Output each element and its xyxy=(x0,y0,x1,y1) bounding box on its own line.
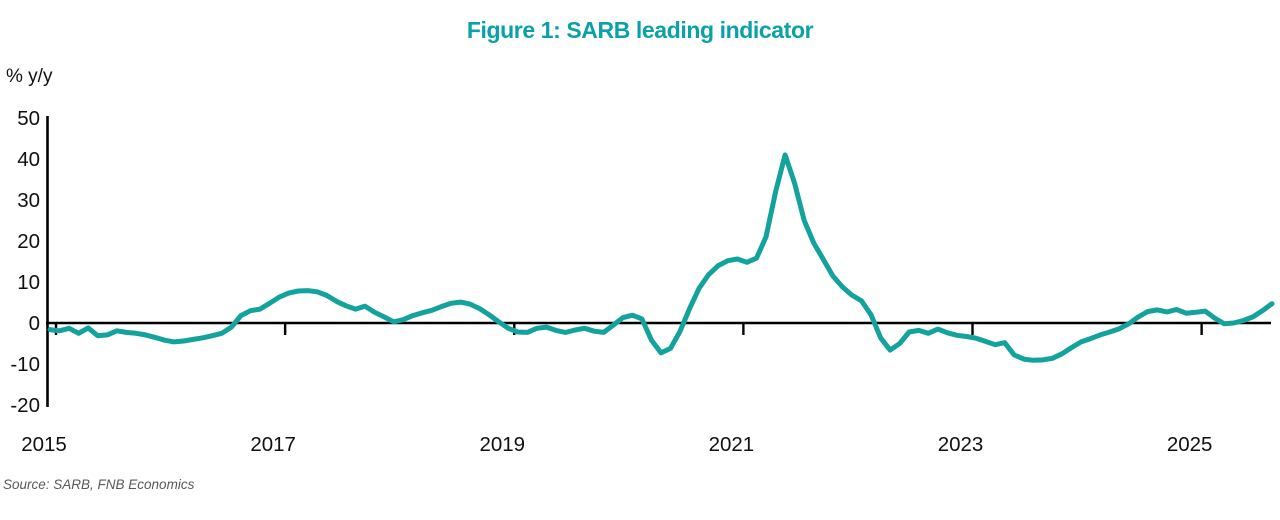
y-tick-label: -20 xyxy=(10,394,40,417)
y-tick-label: 20 xyxy=(17,230,40,253)
x-tick-label: 2025 xyxy=(1167,433,1213,456)
indicator-line-series xyxy=(47,152,1275,363)
y-tick-label: -10 xyxy=(10,353,40,376)
y-tick-label: 30 xyxy=(17,189,40,212)
y-tick-label: 10 xyxy=(17,271,40,294)
x-tick-label: 2019 xyxy=(479,433,525,456)
x-tick-label: 2023 xyxy=(938,433,984,456)
y-tick-label: 0 xyxy=(29,312,40,335)
x-tick-label: 2021 xyxy=(709,433,755,456)
y-tick-label: 50 xyxy=(17,107,40,130)
x-tick-label: 2017 xyxy=(250,433,296,456)
y-tick-label: 40 xyxy=(17,148,40,171)
source-note: Source: SARB, FNB Economics xyxy=(3,477,195,492)
x-tick-label: 2015 xyxy=(21,433,67,456)
chart-title: Figure 1: SARB leading indicator xyxy=(466,17,814,43)
y-axis-unit-label: % y/y xyxy=(6,66,53,87)
